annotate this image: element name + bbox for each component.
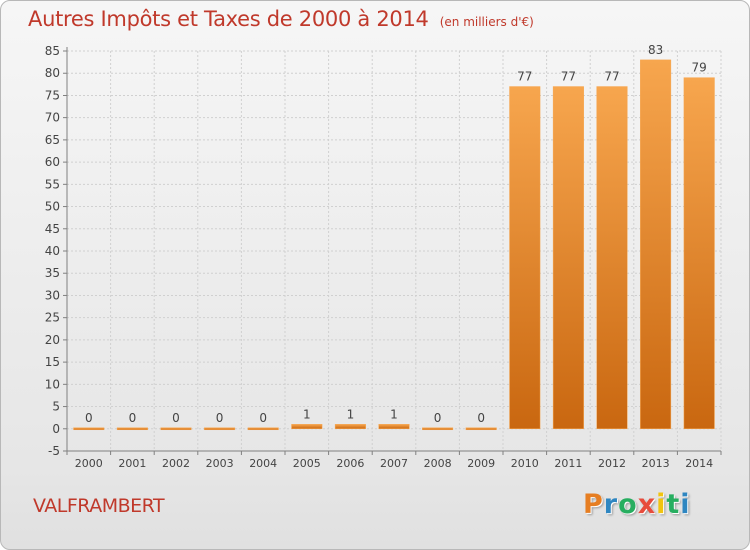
bar-2001 [116,427,148,431]
y-tick-label: 10 [45,377,60,391]
commune-name: VALFRAMBERT [33,495,165,517]
logo-letter: r [603,489,619,520]
bar-2011 [552,86,584,430]
y-tick-label: 80 [45,66,60,80]
data-label-2013: 83 [648,43,663,57]
data-label-2002: 0 [172,411,180,425]
data-label-2005: 1 [303,407,311,421]
bar-2010 [509,86,541,430]
data-label-2012: 77 [604,70,619,84]
bar-2004 [247,427,279,431]
y-tick-label: 75 [45,88,60,102]
axes: -505101520253035404550556065707580852000… [45,44,722,470]
proxiti-logo[interactable]: Proxiti [583,489,691,520]
chart-unit-label: (en milliers d'€) [439,15,534,29]
y-tick-label: 35 [45,266,60,280]
y-tick-label: 85 [45,44,60,58]
y-tick-label: 40 [45,244,60,258]
x-tick-label-2012: 2012 [598,457,626,470]
bar-2006 [334,424,366,430]
y-tick-label: 50 [45,200,60,214]
x-tick-label-2007: 2007 [380,457,408,470]
data-label-2003: 0 [216,411,224,425]
y-tick-label: 55 [45,177,60,191]
logo-letter: x [637,489,657,520]
y-tick-label: 25 [45,311,60,325]
bar-2005 [291,424,323,430]
data-label-2014: 79 [692,61,707,75]
y-tick-label: 0 [52,422,60,436]
data-labels: 0 0 0 0 0 1 1 1 0 0 77 77 77 83 79 [85,43,707,425]
x-tick-label-2003: 2003 [206,457,234,470]
bar-2012 [596,86,628,430]
bar-2008 [422,427,454,431]
bar-2000 [73,427,105,431]
chart-title: Autres Impôts et Taxes de 2000 à 2014 (e… [28,7,534,31]
y-tick-label: 5 [52,400,60,414]
x-tick-label-2014: 2014 [685,457,713,470]
data-label-2009: 0 [477,411,485,425]
x-tick-label-2005: 2005 [293,457,321,470]
data-label-2006: 1 [347,407,355,421]
x-tick-label-2004: 2004 [249,457,277,470]
logo-letter: i [680,489,691,520]
bar-2009 [465,427,497,431]
y-tick-label: 65 [45,133,60,147]
bar-2003 [204,427,236,431]
bar-2002 [160,427,192,431]
x-tick-label-2001: 2001 [118,457,146,470]
y-tick-label: 30 [45,288,60,302]
x-tick-label-2000: 2000 [75,457,103,470]
x-tick-label-2013: 2013 [642,457,670,470]
data-label-2001: 0 [129,411,137,425]
x-tick-label-2009: 2009 [467,457,495,470]
logo-letter: i [656,489,667,520]
x-tick-label-2002: 2002 [162,457,190,470]
bar-2014 [683,77,715,430]
data-label-2011: 77 [561,70,576,84]
y-tick-label: 20 [45,333,60,347]
data-label-2000: 0 [85,411,93,425]
x-tick-label-2008: 2008 [424,457,452,470]
data-label-2010: 77 [517,70,532,84]
x-tick-label-2011: 2011 [554,457,582,470]
x-tick-label-2010: 2010 [511,457,539,470]
y-tick-label: 15 [45,355,60,369]
data-label-2007: 1 [390,407,398,421]
y-tick-label: 45 [45,222,60,236]
y-tick-label: 70 [45,111,60,125]
logo-letter: t [666,489,681,520]
y-tick-label: 60 [45,155,60,169]
chart-title-text: Autres Impôts et Taxes de 2000 à 2014 [28,7,429,31]
data-label-2004: 0 [259,411,267,425]
x-tick-label-2006: 2006 [336,457,364,470]
logo-letter: o [618,489,638,520]
y-tick-label: -5 [48,444,60,458]
data-label-2008: 0 [434,411,442,425]
bars [73,59,715,431]
logo-letter: P [583,489,604,520]
bar-2007 [378,424,410,430]
bar-2013 [640,59,672,430]
